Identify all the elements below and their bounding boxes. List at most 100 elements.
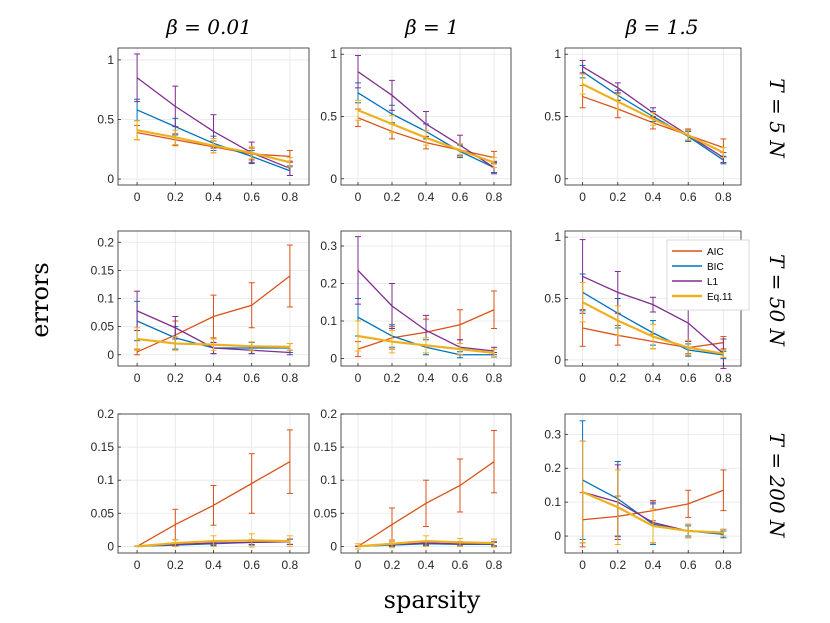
errorbar-eq11 bbox=[685, 339, 692, 356]
errorbar-eq11 bbox=[650, 323, 656, 350]
x-tick-label: 0.8 bbox=[715, 371, 732, 385]
x-tick-label: 0.4 bbox=[205, 558, 222, 572]
errorbar-eq11 bbox=[579, 282, 586, 323]
errorbar-l1 bbox=[389, 79, 395, 111]
errorbar-eq11 bbox=[457, 343, 463, 356]
panel-r2-c1: 0 0.2 0.4 0.6 0.8 0 0.05 0.1 0.15 0.2 bbox=[91, 230, 310, 385]
panel-r1-c3: 0 0.2 0.4 0.6 0.8 0 0.5 1 bbox=[544, 47, 742, 204]
errorbar-eq11 bbox=[491, 157, 497, 169]
x-tick-label: 0.8 bbox=[282, 558, 299, 572]
x-tick-label: 0 bbox=[134, 558, 141, 572]
errorbar-eq11 bbox=[614, 93, 621, 110]
errorbar-eq11 bbox=[248, 341, 255, 352]
x-tick-label: 0.4 bbox=[205, 190, 222, 204]
legend: AIC BIC L1 Eq.11 bbox=[666, 239, 750, 311]
x-tick-label: 0.6 bbox=[680, 371, 697, 385]
panel-r3-c1: 0 0.2 0.4 0.6 0.8 0 0.05 0.1 0.15 0.2 bbox=[91, 407, 310, 572]
x-tick-label: 0.4 bbox=[418, 558, 435, 572]
x-tick-label: 0 bbox=[579, 190, 586, 204]
x-tick-label: 0.8 bbox=[282, 371, 299, 385]
y-tick-label: 0.05 bbox=[314, 506, 338, 520]
errorbar-eq11 bbox=[210, 535, 217, 547]
panel-r1-c1: 0 0.2 0.4 0.6 0.8 0 0.5 1 bbox=[97, 47, 310, 204]
errorbar-aic bbox=[248, 282, 255, 329]
errorbar-eq11 bbox=[720, 147, 727, 159]
y-tick-label: 0 bbox=[330, 172, 337, 186]
errorbar-eq11 bbox=[286, 343, 293, 351]
errorbar-eq11 bbox=[389, 329, 395, 354]
errorbar-eq11 bbox=[720, 349, 727, 358]
x-tick-label: 0.2 bbox=[609, 371, 626, 385]
row-title-2: T = 50 N bbox=[765, 254, 789, 348]
y-tick-label: 0.05 bbox=[91, 320, 115, 334]
x-tick-label: 0.2 bbox=[384, 558, 401, 572]
errorbar-eq11 bbox=[172, 336, 179, 351]
y-tick-label: 0.2 bbox=[320, 277, 337, 291]
x-tick-label: 0.6 bbox=[243, 371, 260, 385]
y-tick-label: 1 bbox=[554, 47, 561, 61]
x-tick-label: 0.4 bbox=[418, 190, 435, 204]
x-tick-label: 0.6 bbox=[680, 190, 697, 204]
x-tick-label: 0.4 bbox=[645, 190, 662, 204]
y-tick-label: 0.5 bbox=[544, 292, 561, 306]
y-tick-label: 0.5 bbox=[97, 112, 114, 126]
errorbar-aic bbox=[286, 429, 293, 494]
errorbar-eq11 bbox=[172, 129, 179, 145]
errorbar-eq11 bbox=[650, 112, 656, 126]
errorbar-eq11 bbox=[579, 73, 586, 95]
x-tick-label: 0 bbox=[134, 371, 141, 385]
errorbar-aic bbox=[248, 453, 255, 514]
x-tick-label: 0 bbox=[579, 558, 586, 572]
errorbar-eq11 bbox=[389, 114, 395, 134]
y-tick-label: 0.1 bbox=[97, 473, 114, 487]
x-tick-label: 0.6 bbox=[243, 558, 260, 572]
errorbar-eq11 bbox=[685, 129, 692, 141]
errorbar-eq11 bbox=[457, 143, 463, 157]
y-tick-label: 1 bbox=[107, 53, 114, 67]
x-tick-label: 0 bbox=[355, 190, 362, 204]
y-tick-label: 0 bbox=[554, 353, 561, 367]
errorbar-eq11 bbox=[248, 533, 255, 548]
y-tick-label: 0 bbox=[554, 172, 561, 186]
errorbar-aic bbox=[491, 430, 497, 494]
x-tick-label: 0.8 bbox=[715, 558, 732, 572]
errorbar-eq11 bbox=[210, 138, 217, 154]
y-tick-label: 0.15 bbox=[314, 440, 338, 454]
y-tick-label: 1 bbox=[330, 47, 337, 61]
panel-r1-c2: 0 0.2 0.4 0.6 0.8 0 0.5 1 bbox=[320, 47, 512, 204]
errorbar-eq11 bbox=[172, 539, 179, 547]
y-tick-label: 0 bbox=[107, 539, 114, 553]
legend-label-aic: AIC bbox=[707, 247, 724, 258]
errorbar-l1 bbox=[134, 53, 141, 103]
y-tick-label: 1 bbox=[554, 230, 561, 244]
errorbar-eq11 bbox=[650, 508, 656, 544]
y-tick-label: 0.2 bbox=[97, 407, 114, 421]
y-tick-label: 0.15 bbox=[91, 440, 115, 454]
y-tick-label: 0.2 bbox=[97, 235, 114, 249]
y-tick-label: 0 bbox=[107, 348, 114, 362]
col-title-2: β = 1 bbox=[404, 15, 459, 39]
errorbar-aic bbox=[210, 484, 217, 526]
x-tick-label: 0 bbox=[355, 558, 362, 572]
errorbar-l1 bbox=[650, 296, 656, 313]
x-tick-label: 0 bbox=[355, 371, 362, 385]
errorbar-eq11 bbox=[355, 543, 361, 550]
errorbar-aic bbox=[423, 479, 429, 528]
errorbar-eq11 bbox=[491, 348, 497, 358]
x-tick-label: 0.2 bbox=[609, 558, 626, 572]
x-tick-label: 0.2 bbox=[384, 190, 401, 204]
errorbar-eq11 bbox=[286, 157, 293, 168]
x-tick-label: 0.6 bbox=[452, 558, 469, 572]
y-tick-label: 0.3 bbox=[320, 239, 337, 253]
errorbar-l1 bbox=[172, 85, 179, 128]
x-tick-label: 0.6 bbox=[452, 371, 469, 385]
errorbar-eq11 bbox=[685, 523, 692, 539]
x-tick-label: 0 bbox=[134, 190, 141, 204]
y-tick-label: 0.1 bbox=[320, 314, 337, 328]
errorbar-eq11 bbox=[614, 305, 621, 336]
x-tick-label: 0.6 bbox=[680, 558, 697, 572]
y-tick-label: 0.2 bbox=[320, 407, 337, 421]
errorbar-eq11 bbox=[423, 129, 429, 146]
errorbar-aic bbox=[685, 489, 692, 518]
